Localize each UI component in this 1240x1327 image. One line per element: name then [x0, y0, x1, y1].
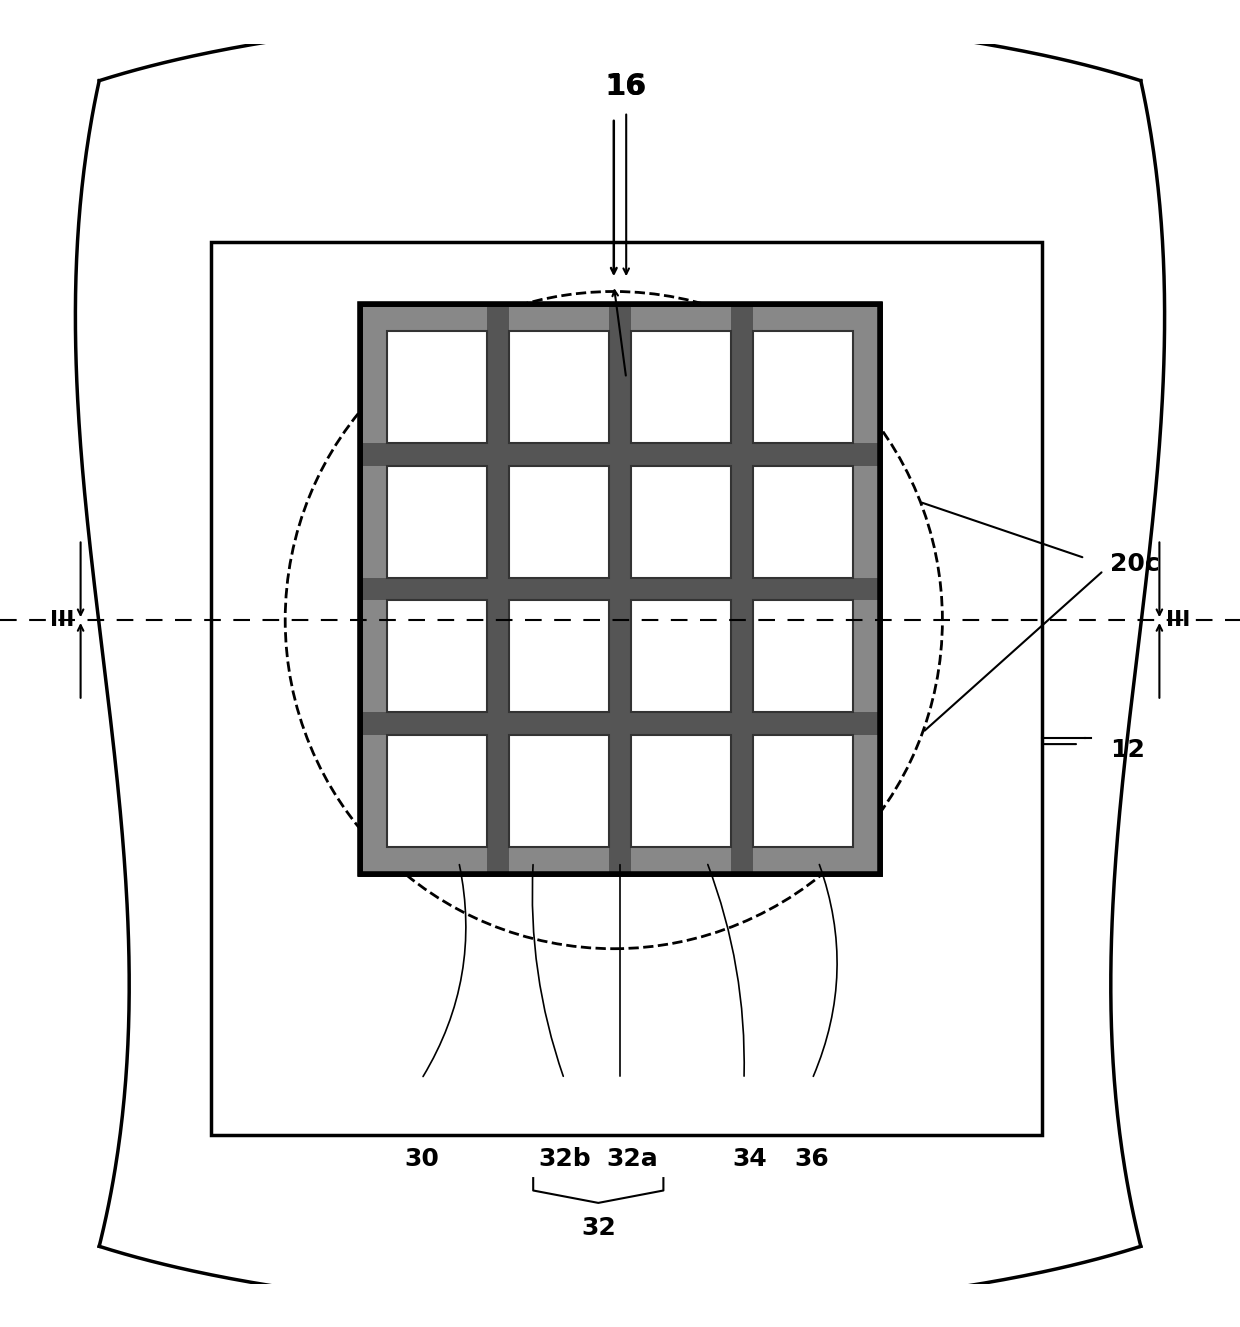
Bar	[631, 332, 732, 443]
Bar	[508, 332, 609, 443]
Text: III: III	[1166, 610, 1190, 630]
Bar	[631, 600, 732, 713]
Bar	[631, 466, 732, 579]
Bar	[508, 600, 609, 713]
Text: 16: 16	[606, 73, 646, 101]
Bar	[631, 600, 732, 713]
Bar	[508, 735, 609, 847]
Polygon shape	[76, 16, 1164, 1311]
Bar	[360, 304, 880, 874]
Bar	[360, 713, 880, 735]
Bar	[387, 600, 486, 713]
Bar	[753, 735, 853, 847]
Text: 30: 30	[404, 1148, 439, 1172]
Bar	[508, 332, 609, 443]
Text: 32b: 32b	[538, 1148, 590, 1172]
Bar	[753, 466, 853, 579]
Text: 34: 34	[733, 1148, 768, 1172]
Bar	[631, 332, 732, 443]
Bar	[609, 304, 631, 874]
Bar	[486, 304, 508, 874]
Bar	[508, 466, 609, 579]
Bar	[508, 735, 609, 847]
Bar	[753, 735, 853, 847]
Text: III: III	[50, 610, 74, 630]
Bar	[360, 443, 880, 466]
Bar	[631, 735, 732, 847]
Text: 12: 12	[1110, 738, 1145, 762]
Bar	[360, 304, 880, 874]
Bar	[360, 304, 880, 874]
Bar	[631, 735, 732, 847]
Bar	[387, 735, 486, 847]
Bar	[508, 600, 609, 713]
Bar	[753, 332, 853, 443]
Bar	[753, 600, 853, 713]
Bar	[387, 332, 486, 443]
Text: 32: 32	[580, 1216, 616, 1239]
Bar	[360, 304, 880, 874]
Bar	[387, 466, 486, 579]
Bar	[753, 466, 853, 579]
Bar	[387, 735, 486, 847]
Bar	[753, 600, 853, 713]
Bar	[387, 600, 486, 713]
Bar	[387, 332, 486, 443]
Bar	[211, 242, 1042, 1135]
Text: 16: 16	[605, 73, 647, 101]
Bar	[753, 332, 853, 443]
Bar	[508, 466, 609, 579]
Bar	[730, 304, 753, 874]
Text: 36: 36	[795, 1148, 830, 1172]
Text: 20c: 20c	[1110, 552, 1159, 576]
Text: 32a: 32a	[606, 1148, 658, 1172]
Bar	[631, 466, 732, 579]
Bar	[387, 466, 486, 579]
Bar	[360, 579, 880, 600]
